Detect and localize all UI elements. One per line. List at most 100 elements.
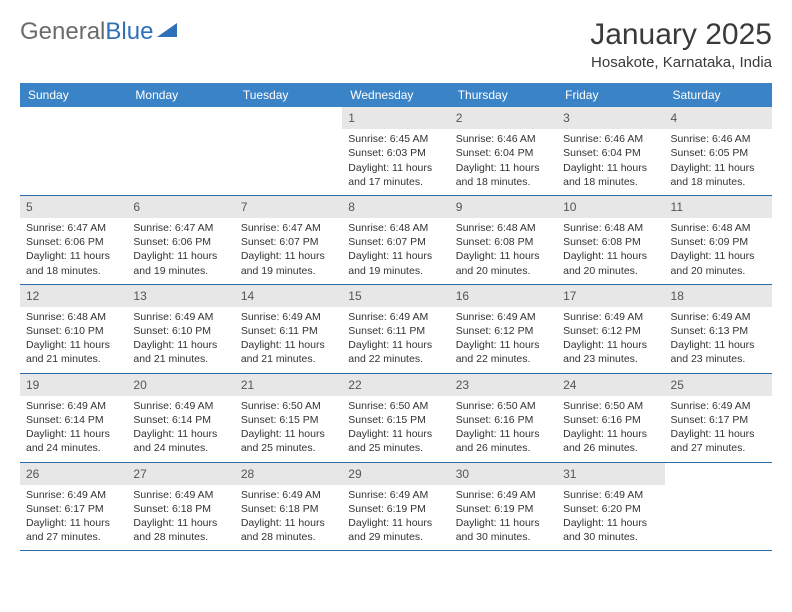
weekday-header-row: SundayMondayTuesdayWednesdayThursdayFrid… — [20, 83, 772, 107]
day-body: Sunrise: 6:49 AMSunset: 6:14 PMDaylight:… — [127, 396, 234, 462]
calendar-cell: 3Sunrise: 6:46 AMSunset: 6:04 PMDaylight… — [557, 107, 664, 195]
day-body: Sunrise: 6:46 AMSunset: 6:04 PMDaylight:… — [557, 129, 664, 195]
location: Hosakote, Karnataka, India — [590, 54, 772, 71]
day-number: 12 — [20, 285, 127, 307]
day-number: 6 — [127, 196, 234, 218]
day-body: Sunrise: 6:48 AMSunset: 6:10 PMDaylight:… — [20, 307, 127, 373]
day-number: 28 — [235, 463, 342, 485]
day-body: Sunrise: 6:47 AMSunset: 6:06 PMDaylight:… — [20, 218, 127, 284]
day-body: Sunrise: 6:48 AMSunset: 6:08 PMDaylight:… — [557, 218, 664, 284]
day-number: 14 — [235, 285, 342, 307]
day-number: 8 — [342, 196, 449, 218]
calendar-cell: 1Sunrise: 6:45 AMSunset: 6:03 PMDaylight… — [342, 107, 449, 195]
calendar-body: 1Sunrise: 6:45 AMSunset: 6:03 PMDaylight… — [20, 107, 772, 551]
weekday-header: Monday — [127, 83, 234, 107]
day-number: 24 — [557, 374, 664, 396]
day-body: Sunrise: 6:49 AMSunset: 6:14 PMDaylight:… — [20, 396, 127, 462]
day-number: 5 — [20, 196, 127, 218]
day-body: Sunrise: 6:49 AMSunset: 6:11 PMDaylight:… — [235, 307, 342, 373]
day-body: Sunrise: 6:47 AMSunset: 6:07 PMDaylight:… — [235, 218, 342, 284]
calendar-cell: 12Sunrise: 6:48 AMSunset: 6:10 PMDayligh… — [20, 284, 127, 373]
day-body: Sunrise: 6:48 AMSunset: 6:09 PMDaylight:… — [665, 218, 772, 284]
calendar-cell: 11Sunrise: 6:48 AMSunset: 6:09 PMDayligh… — [665, 195, 772, 284]
calendar-cell: 22Sunrise: 6:50 AMSunset: 6:15 PMDayligh… — [342, 373, 449, 462]
day-number: 31 — [557, 463, 664, 485]
calendar-row: 5Sunrise: 6:47 AMSunset: 6:06 PMDaylight… — [20, 195, 772, 284]
day-number: 9 — [450, 196, 557, 218]
day-body: Sunrise: 6:47 AMSunset: 6:06 PMDaylight:… — [127, 218, 234, 284]
calendar-table: SundayMondayTuesdayWednesdayThursdayFrid… — [20, 83, 772, 551]
day-body: Sunrise: 6:50 AMSunset: 6:16 PMDaylight:… — [557, 396, 664, 462]
calendar-cell: 6Sunrise: 6:47 AMSunset: 6:06 PMDaylight… — [127, 195, 234, 284]
day-number: 19 — [20, 374, 127, 396]
day-number: 27 — [127, 463, 234, 485]
triangle-icon — [157, 21, 179, 44]
day-number: 18 — [665, 285, 772, 307]
weekday-header: Friday — [557, 83, 664, 107]
day-body: Sunrise: 6:49 AMSunset: 6:12 PMDaylight:… — [557, 307, 664, 373]
day-body: Sunrise: 6:49 AMSunset: 6:17 PMDaylight:… — [665, 396, 772, 462]
calendar-cell — [665, 462, 772, 551]
calendar-cell: 10Sunrise: 6:48 AMSunset: 6:08 PMDayligh… — [557, 195, 664, 284]
calendar-cell: 31Sunrise: 6:49 AMSunset: 6:20 PMDayligh… — [557, 462, 664, 551]
calendar-cell: 5Sunrise: 6:47 AMSunset: 6:06 PMDaylight… — [20, 195, 127, 284]
day-number: 10 — [557, 196, 664, 218]
calendar-cell: 21Sunrise: 6:50 AMSunset: 6:15 PMDayligh… — [235, 373, 342, 462]
weekday-header: Thursday — [450, 83, 557, 107]
day-number: 11 — [665, 196, 772, 218]
title-block: January 2025 Hosakote, Karnataka, India — [590, 18, 772, 71]
weekday-header: Wednesday — [342, 83, 449, 107]
day-body: Sunrise: 6:49 AMSunset: 6:20 PMDaylight:… — [557, 485, 664, 551]
day-number: 1 — [342, 107, 449, 129]
day-body: Sunrise: 6:49 AMSunset: 6:19 PMDaylight:… — [342, 485, 449, 551]
day-number: 22 — [342, 374, 449, 396]
calendar-cell: 20Sunrise: 6:49 AMSunset: 6:14 PMDayligh… — [127, 373, 234, 462]
day-body: Sunrise: 6:49 AMSunset: 6:11 PMDaylight:… — [342, 307, 449, 373]
logo-text-1: General — [20, 18, 105, 45]
day-number: 25 — [665, 374, 772, 396]
day-number: 20 — [127, 374, 234, 396]
day-body: Sunrise: 6:50 AMSunset: 6:16 PMDaylight:… — [450, 396, 557, 462]
day-number: 15 — [342, 285, 449, 307]
calendar-row: 1Sunrise: 6:45 AMSunset: 6:03 PMDaylight… — [20, 107, 772, 195]
calendar-cell — [127, 107, 234, 195]
weekday-header: Tuesday — [235, 83, 342, 107]
calendar-cell: 29Sunrise: 6:49 AMSunset: 6:19 PMDayligh… — [342, 462, 449, 551]
day-number: 21 — [235, 374, 342, 396]
day-number: 13 — [127, 285, 234, 307]
calendar-cell: 24Sunrise: 6:50 AMSunset: 6:16 PMDayligh… — [557, 373, 664, 462]
calendar-cell: 15Sunrise: 6:49 AMSunset: 6:11 PMDayligh… — [342, 284, 449, 373]
day-number: 2 — [450, 107, 557, 129]
day-body: Sunrise: 6:50 AMSunset: 6:15 PMDaylight:… — [342, 396, 449, 462]
day-body: Sunrise: 6:46 AMSunset: 6:04 PMDaylight:… — [450, 129, 557, 195]
day-body: Sunrise: 6:48 AMSunset: 6:07 PMDaylight:… — [342, 218, 449, 284]
calendar-cell: 14Sunrise: 6:49 AMSunset: 6:11 PMDayligh… — [235, 284, 342, 373]
day-body: Sunrise: 6:49 AMSunset: 6:19 PMDaylight:… — [450, 485, 557, 551]
logo: GeneralBlue — [20, 18, 179, 46]
day-number: 26 — [20, 463, 127, 485]
calendar-cell: 9Sunrise: 6:48 AMSunset: 6:08 PMDaylight… — [450, 195, 557, 284]
calendar-cell — [20, 107, 127, 195]
calendar-cell: 16Sunrise: 6:49 AMSunset: 6:12 PMDayligh… — [450, 284, 557, 373]
day-number: 3 — [557, 107, 664, 129]
day-body: Sunrise: 6:49 AMSunset: 6:10 PMDaylight:… — [127, 307, 234, 373]
day-body: Sunrise: 6:46 AMSunset: 6:05 PMDaylight:… — [665, 129, 772, 195]
calendar-cell: 28Sunrise: 6:49 AMSunset: 6:18 PMDayligh… — [235, 462, 342, 551]
weekday-header: Saturday — [665, 83, 772, 107]
calendar-cell: 4Sunrise: 6:46 AMSunset: 6:05 PMDaylight… — [665, 107, 772, 195]
logo-text-2: Blue — [105, 18, 153, 45]
day-body: Sunrise: 6:49 AMSunset: 6:18 PMDaylight:… — [127, 485, 234, 551]
calendar-cell: 17Sunrise: 6:49 AMSunset: 6:12 PMDayligh… — [557, 284, 664, 373]
calendar-cell: 13Sunrise: 6:49 AMSunset: 6:10 PMDayligh… — [127, 284, 234, 373]
day-number: 29 — [342, 463, 449, 485]
calendar-cell: 18Sunrise: 6:49 AMSunset: 6:13 PMDayligh… — [665, 284, 772, 373]
day-body: Sunrise: 6:48 AMSunset: 6:08 PMDaylight:… — [450, 218, 557, 284]
day-number: 23 — [450, 374, 557, 396]
calendar-cell: 26Sunrise: 6:49 AMSunset: 6:17 PMDayligh… — [20, 462, 127, 551]
day-body: Sunrise: 6:49 AMSunset: 6:17 PMDaylight:… — [20, 485, 127, 551]
calendar-cell: 19Sunrise: 6:49 AMSunset: 6:14 PMDayligh… — [20, 373, 127, 462]
calendar-row: 19Sunrise: 6:49 AMSunset: 6:14 PMDayligh… — [20, 373, 772, 462]
calendar-cell: 8Sunrise: 6:48 AMSunset: 6:07 PMDaylight… — [342, 195, 449, 284]
calendar-cell: 27Sunrise: 6:49 AMSunset: 6:18 PMDayligh… — [127, 462, 234, 551]
day-number: 4 — [665, 107, 772, 129]
